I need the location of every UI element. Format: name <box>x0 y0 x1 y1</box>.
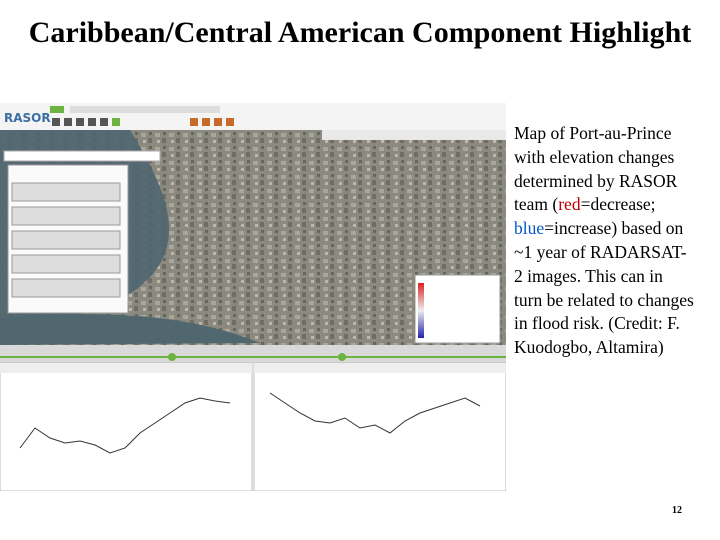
tool-icons <box>52 118 234 126</box>
caption-text: =increase) based on ~1 year of RADARSAT-… <box>514 218 694 358</box>
chart-panel <box>0 362 253 491</box>
color-scale <box>418 283 424 338</box>
caption-red: red <box>558 194 581 215</box>
caption-blue: blue <box>514 218 545 239</box>
search[interactable] <box>3 150 161 162</box>
caption-text: Map of Port-au-Prince with elevation cha… <box>514 123 678 215</box>
water <box>0 314 260 345</box>
legend-box <box>414 274 501 344</box>
chart-line <box>19 397 231 454</box>
logo: RASOR <box>4 111 51 125</box>
chart-panel <box>253 362 506 491</box>
time-handle[interactable] <box>168 353 176 361</box>
time-handle[interactable] <box>338 353 346 361</box>
panel-header <box>254 363 506 373</box>
timeline <box>0 345 506 363</box>
chart-line <box>269 392 481 434</box>
map-toolbar <box>322 130 506 140</box>
screenshot: RASOR <box>0 103 506 491</box>
caption-text: =decrease; <box>580 194 656 215</box>
panel-header <box>0 363 252 373</box>
layer-items <box>11 182 121 298</box>
slide-number: 12 <box>672 505 682 516</box>
slide-title: Caribbean/Central American Component Hig… <box>28 16 692 49</box>
menu <box>70 106 220 113</box>
tab[interactable] <box>50 106 64 113</box>
caption: Map of Port-au-Prince with elevation cha… <box>514 122 694 360</box>
